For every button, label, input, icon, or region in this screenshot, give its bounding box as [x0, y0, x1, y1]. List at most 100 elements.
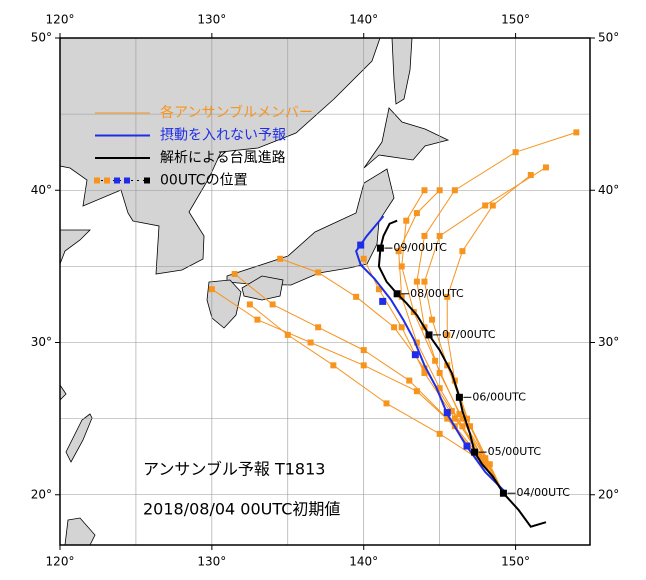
member-position	[315, 324, 322, 331]
x-tick-label: 140°	[349, 555, 378, 569]
member-position	[476, 452, 483, 459]
member-position	[482, 458, 489, 465]
x-tick-label: 130°	[197, 555, 226, 569]
member-position	[421, 232, 428, 239]
member-track	[280, 258, 504, 494]
x-tick-label: 140°	[349, 13, 378, 27]
member-position	[436, 430, 443, 437]
legend-label: 各アンサンブルメンバー	[160, 104, 313, 121]
legend-label: 解析による台風進路	[160, 150, 286, 166]
member-position	[284, 331, 291, 338]
legend-marker	[124, 177, 130, 184]
member-position	[360, 362, 367, 369]
annotation: 2018/08/04 00UTC初期値	[143, 500, 340, 519]
x-tick-label: 150°	[501, 555, 530, 569]
member-position	[444, 293, 451, 300]
x-tick-label: 120°	[46, 555, 75, 569]
member-position	[512, 149, 519, 156]
member-position	[403, 217, 410, 224]
member-position	[413, 388, 420, 395]
member-position	[573, 129, 580, 136]
shikoku	[241, 275, 284, 301]
member-position	[482, 202, 489, 209]
y-tick-label: 20°	[31, 487, 52, 501]
member-position	[444, 331, 451, 338]
member-position	[246, 301, 253, 308]
member-position	[451, 415, 458, 422]
member-position	[406, 377, 413, 384]
y-tick-label: 30°	[31, 335, 52, 349]
legend-marker	[104, 177, 110, 184]
date-label: 08/00UTC	[410, 287, 464, 300]
member-position	[398, 263, 405, 270]
taiwan	[65, 413, 93, 463]
map-frame	[59, 37, 591, 546]
control-position	[411, 351, 419, 359]
member-position	[436, 369, 443, 376]
y-tick-label: 20°	[598, 487, 619, 501]
analysis-position	[499, 489, 507, 497]
member-position	[398, 324, 405, 331]
legend-marker	[144, 177, 150, 184]
member-position	[482, 455, 489, 462]
control-position	[379, 297, 387, 305]
annotation: アンサンブル予報 T1813	[143, 460, 325, 479]
member-position	[527, 172, 534, 179]
member-position	[383, 400, 390, 407]
member-position	[360, 347, 367, 354]
y-tick-label: 30°	[598, 335, 619, 349]
analysis-track	[377, 219, 547, 528]
member-position	[479, 458, 486, 465]
member-position	[413, 278, 420, 285]
member-position	[467, 423, 474, 430]
land	[59, 37, 450, 546]
member-position	[459, 423, 466, 430]
member-position	[436, 232, 443, 239]
tracks: 04/00UTC 05/00UTC 06/00UTC 07/00UTC 08/00UTC…	[208, 129, 580, 528]
date-label: 09/00UTC	[393, 241, 447, 254]
member-position	[315, 269, 322, 276]
member-position	[208, 286, 215, 293]
member-position	[421, 278, 428, 285]
analysis-position	[455, 393, 463, 401]
legend-marker	[114, 177, 120, 184]
member-position	[360, 255, 367, 262]
y-tick-label: 40°	[598, 183, 619, 197]
member-position	[429, 316, 436, 323]
member-position	[432, 357, 439, 364]
member-position	[330, 362, 337, 369]
member-position	[231, 270, 238, 277]
member-position	[456, 411, 463, 418]
x-tick-label: 150°	[501, 13, 530, 27]
member-position	[436, 385, 443, 392]
member-position	[269, 301, 276, 308]
mainland	[59, 37, 381, 275]
analysis-position	[376, 244, 384, 252]
member-position	[413, 210, 420, 217]
member-position	[421, 369, 428, 376]
member-track	[401, 189, 504, 494]
control-track	[355, 215, 506, 493]
member-position	[413, 339, 420, 346]
member-position	[421, 187, 428, 194]
legend-label: 00UTCの位置	[160, 173, 248, 189]
analysis-position	[393, 290, 401, 298]
member-position	[391, 324, 398, 331]
control-position	[357, 241, 365, 249]
y-tick-label: 50°	[31, 31, 52, 45]
member-position	[448, 408, 455, 415]
legend-label: 摂動を入れない予報	[160, 128, 286, 144]
analysis-position	[425, 331, 433, 339]
hokkaido	[363, 107, 450, 169]
member-position	[395, 248, 402, 255]
member-position	[254, 316, 261, 323]
member-position	[489, 202, 496, 209]
y-tick-label: 50°	[598, 31, 619, 45]
x-tick-label: 130°	[197, 13, 226, 27]
member-position	[277, 255, 284, 262]
member-position	[398, 293, 405, 300]
control-position	[443, 409, 451, 417]
